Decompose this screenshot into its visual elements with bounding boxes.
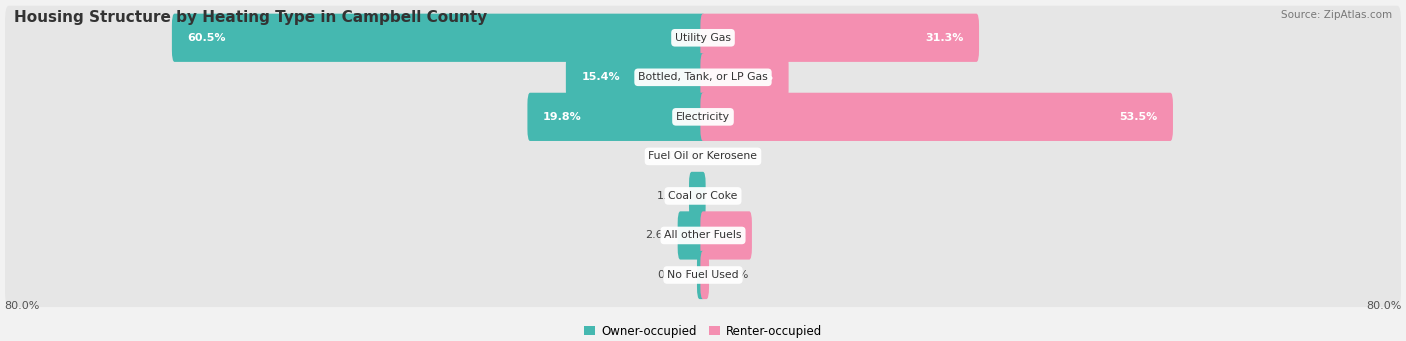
Text: 19.8%: 19.8% bbox=[543, 112, 582, 122]
FancyBboxPatch shape bbox=[6, 243, 1400, 307]
Text: 1.3%: 1.3% bbox=[657, 191, 685, 201]
Text: 53.5%: 53.5% bbox=[1119, 112, 1157, 122]
FancyBboxPatch shape bbox=[700, 211, 752, 260]
Text: Source: ZipAtlas.com: Source: ZipAtlas.com bbox=[1281, 10, 1392, 20]
FancyBboxPatch shape bbox=[700, 53, 789, 101]
FancyBboxPatch shape bbox=[6, 85, 1400, 149]
FancyBboxPatch shape bbox=[6, 45, 1400, 109]
FancyBboxPatch shape bbox=[689, 172, 706, 220]
FancyBboxPatch shape bbox=[527, 93, 706, 141]
FancyBboxPatch shape bbox=[700, 93, 1173, 141]
Text: 31.3%: 31.3% bbox=[925, 33, 963, 43]
Text: 80.0%: 80.0% bbox=[1367, 301, 1402, 311]
Text: Housing Structure by Heating Type in Campbell County: Housing Structure by Heating Type in Cam… bbox=[14, 10, 488, 25]
Text: Bottled, Tank, or LP Gas: Bottled, Tank, or LP Gas bbox=[638, 72, 768, 82]
Text: 5.3%: 5.3% bbox=[706, 231, 737, 240]
FancyBboxPatch shape bbox=[172, 14, 706, 62]
Text: No Fuel Used: No Fuel Used bbox=[668, 270, 738, 280]
Text: Coal or Coke: Coal or Coke bbox=[668, 191, 738, 201]
Text: 0.0%: 0.0% bbox=[710, 191, 738, 201]
Text: 0.39%: 0.39% bbox=[657, 270, 693, 280]
Text: Electricity: Electricity bbox=[676, 112, 730, 122]
Text: 0.39%: 0.39% bbox=[713, 270, 749, 280]
FancyBboxPatch shape bbox=[700, 14, 979, 62]
Text: Fuel Oil or Kerosene: Fuel Oil or Kerosene bbox=[648, 151, 758, 161]
FancyBboxPatch shape bbox=[678, 211, 706, 260]
FancyBboxPatch shape bbox=[6, 124, 1400, 189]
FancyBboxPatch shape bbox=[700, 251, 709, 299]
FancyBboxPatch shape bbox=[6, 6, 1400, 70]
Text: 80.0%: 80.0% bbox=[4, 301, 39, 311]
Text: Utility Gas: Utility Gas bbox=[675, 33, 731, 43]
Legend: Owner-occupied, Renter-occupied: Owner-occupied, Renter-occupied bbox=[579, 320, 827, 341]
Text: 0.0%: 0.0% bbox=[710, 151, 738, 161]
Text: 15.4%: 15.4% bbox=[582, 72, 620, 82]
Text: All other Fuels: All other Fuels bbox=[664, 231, 742, 240]
Text: 9.5%: 9.5% bbox=[742, 72, 773, 82]
FancyBboxPatch shape bbox=[6, 164, 1400, 228]
Text: 60.5%: 60.5% bbox=[187, 33, 226, 43]
Text: 2.6%: 2.6% bbox=[645, 231, 673, 240]
FancyBboxPatch shape bbox=[6, 204, 1400, 267]
FancyBboxPatch shape bbox=[697, 251, 706, 299]
Text: 0.0%: 0.0% bbox=[668, 151, 696, 161]
FancyBboxPatch shape bbox=[565, 53, 706, 101]
